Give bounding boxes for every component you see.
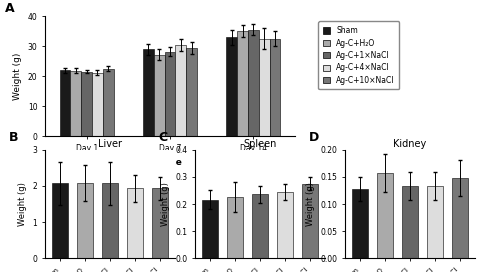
Bar [237,31,248,136]
Bar [60,70,70,136]
Y-axis label: Weight (g): Weight (g) [13,52,22,100]
Bar [81,72,92,136]
Title: Spleen: Spleen [244,139,276,149]
Bar [186,48,197,136]
Bar [128,188,143,258]
Y-axis label: Weight (g): Weight (g) [306,182,315,226]
Bar [102,183,118,258]
Bar [352,189,368,258]
Legend: Sham, Ag-C+H₂O, Ag-C+1×NaCl, Ag-C+4×NaCl, Ag-C+10×NaCl: Sham, Ag-C+H₂O, Ag-C+1×NaCl, Ag-C+4×NaCl… [318,21,400,89]
Bar [302,184,318,258]
Text: C: C [158,131,168,144]
Bar [270,39,280,136]
Y-axis label: Weight (g): Weight (g) [18,182,27,226]
Bar [226,37,237,136]
Bar [92,73,103,136]
Bar [152,188,168,258]
Bar [427,186,443,258]
Bar [70,71,81,136]
Bar [248,30,259,136]
Bar [252,194,268,258]
Text: A: A [5,2,15,14]
Text: B: B [8,131,18,144]
Y-axis label: Weight (g): Weight (g) [160,182,170,226]
Bar [202,200,218,258]
Bar [452,178,468,258]
Bar [103,69,114,136]
Text: D: D [308,131,319,144]
Bar [227,197,243,258]
Bar [143,49,154,136]
Bar [176,45,186,136]
Bar [164,52,175,136]
Title: Kidney: Kidney [394,139,426,149]
Bar [277,192,293,258]
X-axis label: Time: Time [158,158,182,167]
Bar [52,183,68,258]
Bar [378,173,393,258]
Bar [402,186,418,258]
Title: Liver: Liver [98,139,122,149]
Bar [154,55,164,136]
Bar [77,183,93,258]
Bar [259,39,270,136]
